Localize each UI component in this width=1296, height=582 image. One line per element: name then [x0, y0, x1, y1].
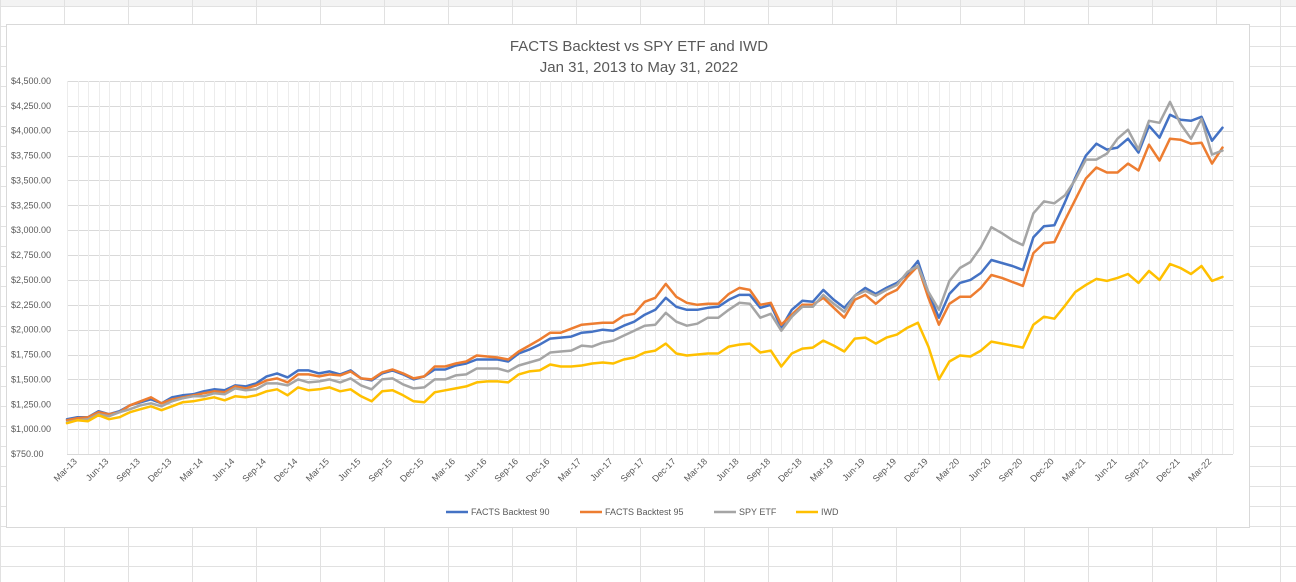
x-tick-label: Mar-20	[934, 456, 961, 483]
legend-item-iwd: IWD	[796, 507, 839, 517]
x-tick-label: Dec-16	[524, 456, 552, 484]
x-tick-label: Jun-13	[84, 456, 111, 483]
y-tick-label: $3,000.00	[11, 225, 51, 235]
x-tick-label: Jun-18	[714, 456, 741, 483]
x-tick-label: Mar-17	[556, 456, 583, 483]
legend-label: SPY ETF	[739, 507, 777, 517]
x-tick-label: Jun-20	[966, 456, 993, 483]
legend-label: FACTS Backtest 90	[471, 507, 550, 517]
y-tick-label: $1,750.00	[11, 350, 51, 360]
x-tick-label: Mar-19	[808, 456, 835, 483]
x-tick-label: Mar-22	[1186, 456, 1213, 483]
x-tick-label: Jun-14	[210, 456, 237, 483]
x-tick-label: Sep-18	[745, 456, 773, 484]
y-tick-label: $2,000.00	[11, 325, 51, 335]
x-tick-label: Mar-13	[52, 456, 79, 483]
y-tick-label: $3,250.00	[11, 200, 51, 210]
x-tick-label: Dec-21	[1154, 456, 1182, 484]
x-tick-label: Sep-17	[619, 456, 647, 484]
x-tick-label: Sep-16	[493, 456, 521, 484]
x-tick-label: Jun-15	[336, 456, 363, 483]
x-tick-label: Sep-14	[240, 456, 268, 484]
legend-item-facts-backtest-90: FACTS Backtest 90	[446, 507, 550, 517]
x-tick-label: Sep-20	[997, 456, 1025, 484]
x-tick-label: Jun-17	[588, 456, 615, 483]
x-tick-label: Mar-15	[304, 456, 331, 483]
legend-label: IWD	[821, 507, 839, 517]
x-tick-label: Jun-19	[840, 456, 867, 483]
x-tick-label: Sep-13	[114, 456, 142, 484]
legend-label: FACTS Backtest 95	[605, 507, 684, 517]
y-tick-label: $1,000.00	[11, 424, 51, 434]
y-tick-label: $4,250.00	[11, 101, 51, 111]
y-tick-label: $4,500.00	[11, 76, 51, 86]
line-chart: FACTS Backtest vs SPY ETF and IWD Jan 31…	[11, 38, 1234, 517]
x-tick-label: Dec-13	[146, 456, 174, 484]
y-tick-label: $2,250.00	[11, 300, 51, 310]
y-tick-label: $2,750.00	[11, 250, 51, 260]
gridlines	[67, 81, 1234, 455]
x-tick-label: Mar-16	[430, 456, 457, 483]
y-tick-label: $4,000.00	[11, 126, 51, 136]
series-line-facts-backtest-90	[65, 113, 1224, 421]
x-tick-label: Dec-15	[398, 456, 426, 484]
y-tick-label: $2,500.00	[11, 275, 51, 285]
y-tick-label: $3,500.00	[11, 175, 51, 185]
x-tick-label: Mar-14	[178, 456, 205, 483]
legend-item-facts-backtest-95: FACTS Backtest 95	[580, 507, 684, 517]
y-axis-labels: $4,500.00 $4,250.00 $4,000.00 $3,750.00 $3,5…	[11, 76, 51, 459]
x-tick-label: Dec-18	[776, 456, 804, 484]
x-tick-label: Sep-21	[1123, 456, 1151, 484]
series-line-spy-etf	[65, 100, 1224, 424]
x-tick-label: Sep-15	[366, 456, 394, 484]
series-line-iwd	[65, 262, 1224, 425]
chart-subtitle: Jan 31, 2013 to May 31, 2022	[540, 59, 738, 76]
x-axis-labels: Mar-13 Jun-13 Sep-13 Dec-13 Mar-14 Jun-14 Sep-…	[52, 456, 1214, 484]
x-tick-label: Dec-17	[650, 456, 678, 484]
chart-area[interactable]: FACTS Backtest vs SPY ETF and IWD Jan 31…	[6, 24, 1250, 528]
y-tick-label: $1,500.00	[11, 374, 51, 384]
x-tick-label: Sep-19	[871, 456, 899, 484]
y-tick-label: $1,250.00	[11, 399, 51, 409]
series-lines	[65, 100, 1224, 425]
x-tick-label: Dec-14	[272, 456, 300, 484]
y-tick-label: $3,750.00	[11, 151, 51, 161]
legend-item-spy-etf: SPY ETF	[714, 507, 777, 517]
chart-title: FACTS Backtest vs SPY ETF and IWD	[510, 38, 768, 55]
series-line-facts-backtest-95	[65, 137, 1224, 422]
x-tick-label: Dec-19	[902, 456, 930, 484]
x-tick-label: Mar-21	[1060, 456, 1087, 483]
y-tick-label: $750.00	[11, 449, 44, 459]
x-tick-label: Jun-16	[462, 456, 489, 483]
x-tick-label: Jun-21	[1092, 456, 1119, 483]
x-tick-label: Dec-20	[1028, 456, 1056, 484]
legend: FACTS Backtest 90 FACTS Backtest 95 SPY ET…	[446, 507, 839, 517]
x-tick-label: Mar-18	[682, 456, 709, 483]
